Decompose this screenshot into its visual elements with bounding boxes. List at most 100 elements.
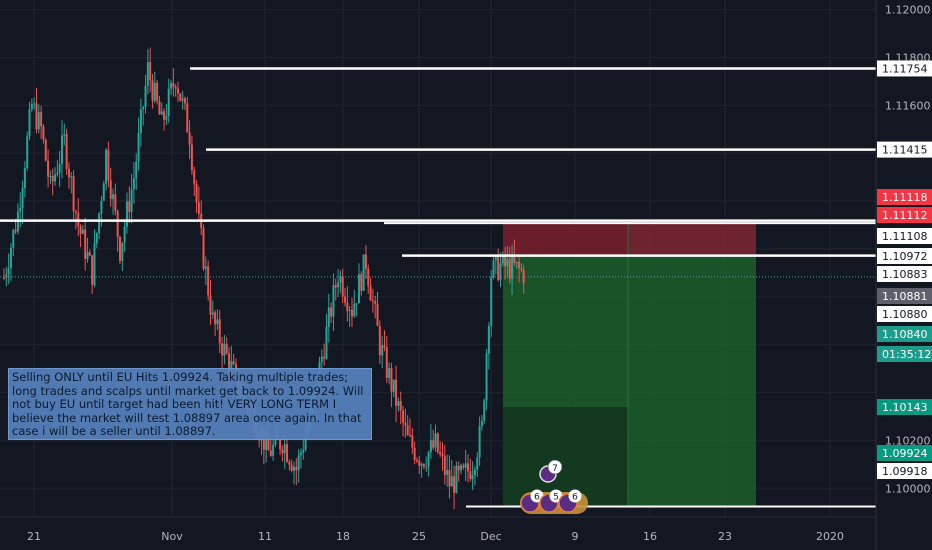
x-tick-label: 23 (718, 530, 732, 543)
candle-body (12, 230, 15, 248)
price-label-text: 1.10880 (882, 308, 928, 321)
candle-body (209, 295, 212, 315)
candle (86, 237, 89, 263)
candle-body (132, 178, 135, 190)
candle-body (460, 465, 463, 471)
candle-body (44, 139, 47, 161)
candle (325, 314, 328, 360)
candle-body (473, 469, 476, 475)
candle (339, 270, 342, 293)
candle (65, 128, 68, 175)
candle-body (360, 274, 363, 291)
candle (51, 168, 54, 196)
candle (399, 391, 402, 425)
price-label-text: 1.10883 (882, 268, 928, 281)
candle (272, 438, 275, 461)
candle (79, 224, 82, 248)
candle-body (188, 132, 191, 145)
candle (492, 256, 495, 280)
y-tick-label: 1.10200 (885, 434, 931, 447)
annotation-note[interactable]: Selling ONLY until EU Hits 1.09924. Taki… (8, 368, 372, 440)
candle (411, 427, 414, 455)
candle-body (471, 474, 474, 479)
price-label-text: 1.10972 (882, 250, 928, 263)
candle (209, 279, 212, 325)
candle (402, 405, 405, 437)
candle (183, 96, 186, 111)
candle (132, 162, 135, 204)
candle-body (295, 466, 298, 471)
candle-body (63, 134, 66, 136)
candle-body (72, 176, 75, 212)
candle (436, 432, 439, 455)
candle (165, 103, 168, 125)
candle (128, 186, 131, 224)
candle-body (190, 144, 193, 171)
candle (346, 286, 349, 322)
candle-body (269, 450, 272, 456)
candle (49, 170, 52, 184)
candle-body (418, 460, 421, 466)
candle (193, 166, 196, 197)
candle-body (40, 112, 43, 127)
candle (167, 78, 170, 123)
candle-body (286, 444, 289, 462)
candle (302, 439, 305, 460)
stop-loss-zone-extension (628, 222, 756, 256)
event-badge-count-text: 7 (552, 464, 558, 474)
candle-body (515, 261, 518, 263)
candle (374, 295, 377, 319)
candle-body (156, 82, 159, 102)
candle (116, 209, 119, 252)
candle-body (395, 379, 398, 406)
candle (204, 256, 207, 285)
candle-body (513, 255, 516, 263)
candle-body (508, 259, 511, 279)
candle-body (218, 319, 221, 344)
candle (323, 343, 326, 366)
candle-body (369, 285, 372, 301)
candle-body (353, 303, 356, 317)
candle (211, 300, 214, 320)
candle (54, 167, 57, 186)
candle-body (288, 461, 291, 465)
candle-body (464, 463, 467, 468)
candle-body (35, 103, 38, 130)
candle-body (293, 466, 295, 471)
price-label-text: 1.11118 (882, 191, 928, 204)
candle (160, 102, 163, 116)
candle-body (28, 109, 31, 137)
candle (406, 415, 409, 436)
candle-body (504, 253, 507, 267)
candle-body (61, 135, 63, 164)
candle-body (177, 88, 179, 94)
candle (28, 101, 31, 141)
candle (348, 305, 351, 327)
candle (441, 442, 444, 471)
candle (469, 458, 472, 482)
candle (151, 74, 154, 109)
candle (332, 273, 335, 332)
event-badge-count-text: 5 (553, 493, 559, 503)
candle-body (385, 347, 388, 378)
candle-body (467, 463, 469, 472)
candle (457, 461, 460, 482)
candle-body (70, 176, 73, 178)
candle (506, 245, 509, 278)
candle-body (432, 440, 435, 448)
candle (425, 456, 428, 472)
price-label (877, 326, 932, 342)
candle-body (56, 172, 59, 175)
candle (125, 192, 128, 234)
candle-body (397, 401, 400, 406)
candle-body (422, 464, 425, 467)
candle-body (128, 201, 131, 212)
candle (364, 245, 367, 279)
candle-body (33, 103, 36, 105)
candle (499, 252, 502, 288)
candle-body (476, 457, 479, 470)
candle (518, 256, 521, 283)
candle (483, 398, 486, 424)
candle (181, 90, 184, 110)
